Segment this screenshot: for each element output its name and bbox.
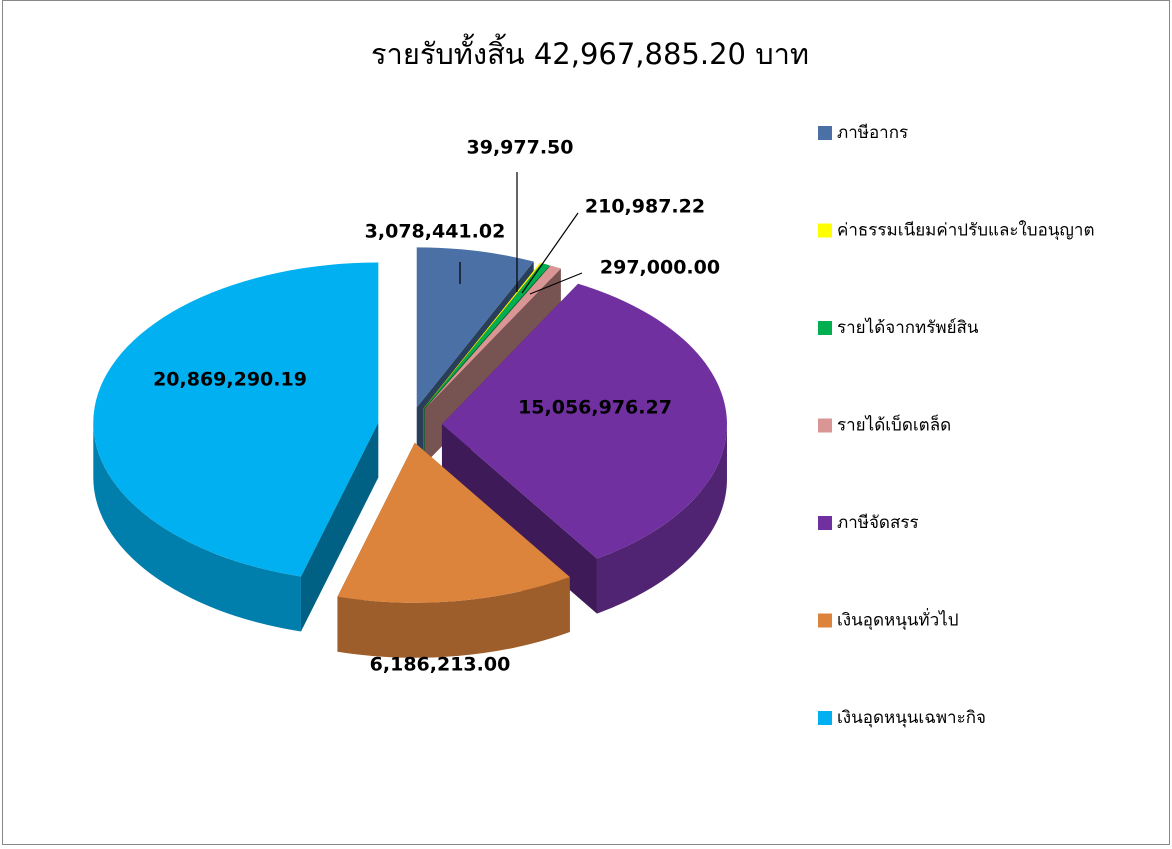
legend-swatch — [818, 418, 832, 433]
slice — [441, 283, 727, 614]
legend-label: ภาษีอากร — [837, 123, 908, 143]
legend-label: เงินอุดหนุนทั่วไป — [837, 608, 959, 631]
legend-label: เงินอุดหนุนเฉพาะกิจ — [837, 708, 986, 728]
slice — [93, 262, 379, 632]
legend-swatch — [818, 613, 832, 628]
legend-swatch — [818, 711, 832, 725]
data-label: 210,987.22 — [585, 196, 705, 218]
legend-swatch — [818, 223, 832, 238]
slice — [423, 262, 542, 409]
slice-side — [93, 422, 301, 632]
legend-swatch — [818, 516, 832, 530]
slice — [416, 247, 534, 408]
legend-swatch — [818, 126, 832, 140]
chart-title: รายรับทั้งสิ้น 42,967,885.20 บาท — [371, 33, 809, 71]
slice-wall — [300, 422, 379, 632]
slice — [337, 442, 570, 658]
leader-line — [529, 272, 583, 295]
pie — [93, 247, 727, 658]
data-label: 15,056,976.27 — [518, 397, 672, 419]
slice-side — [596, 424, 727, 614]
slice — [424, 265, 561, 410]
slice-side — [337, 577, 570, 658]
slice — [441, 283, 727, 559]
slice-wall — [441, 424, 597, 614]
legend-label: รายได้จากทรัพย์สิน — [837, 317, 979, 338]
data-label: 297,000.00 — [600, 257, 720, 279]
slice — [337, 442, 570, 603]
data-label: 20,869,290.19 — [153, 369, 307, 391]
slice — [423, 263, 550, 409]
data-label: 3,078,441.02 — [365, 221, 506, 243]
legend-label: รายได้เบ็ดเตล็ด — [837, 414, 951, 436]
data-label: 6,186,213.00 — [370, 654, 511, 676]
data-label: 39,977.50 — [467, 137, 574, 159]
legend-label: ภาษีจัดสรร — [837, 513, 919, 533]
legend-swatch — [818, 321, 832, 335]
slice — [93, 262, 379, 577]
legend-label: ค่าธรรมเนียมค่าปรับและใบอนุญาต — [837, 220, 1095, 241]
leader-line — [521, 212, 579, 294]
